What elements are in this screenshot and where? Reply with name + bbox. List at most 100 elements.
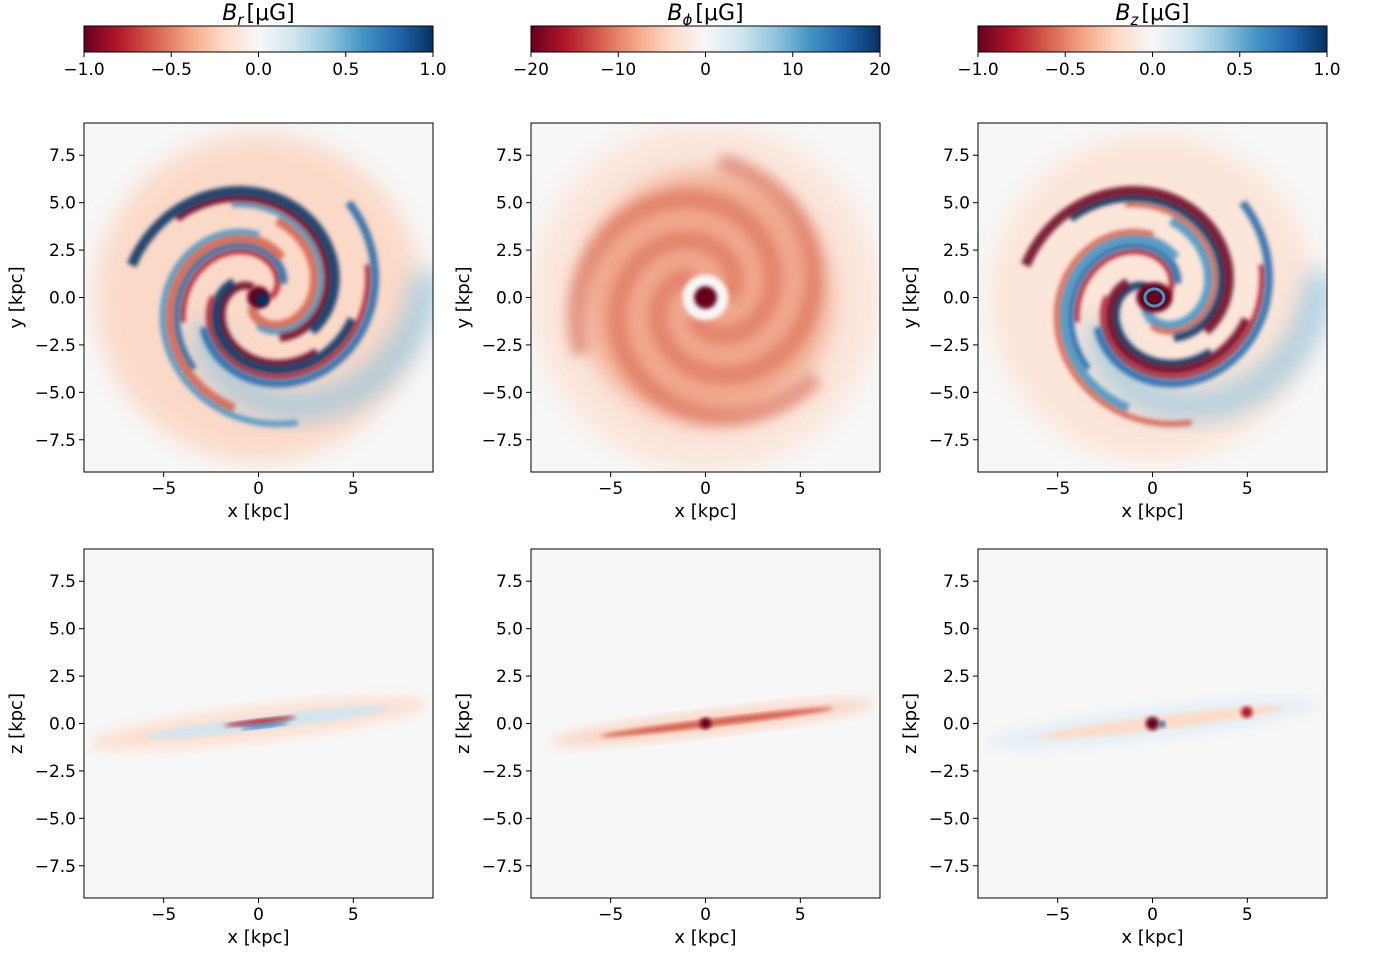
- title-subscript: ϕ: [682, 11, 692, 29]
- y-tick-label: 5.0: [496, 620, 523, 640]
- field-Bz: [982, 697, 1323, 750]
- spiral-filament: [164, 233, 286, 414]
- spiral-filament: [199, 200, 380, 388]
- spiral-filament: [205, 264, 372, 380]
- colorbar-Bz: Bz [μG] −1.0 −0.5 0.0 0.5 1.0: [957, 1, 1340, 80]
- field-Bphi: [551, 700, 875, 746]
- x-tick-label: −5: [598, 479, 623, 499]
- core: [694, 286, 717, 309]
- y-tick-label: 2.5: [943, 667, 970, 687]
- y-tick-label: −2.5: [482, 762, 523, 782]
- spiral-arm: [608, 230, 823, 426]
- spiral-filament: [172, 240, 288, 372]
- x-tick-label: 0: [700, 905, 711, 925]
- panel-Bphi-edge-on: −5 0 5 7.5 5.0 2.5 0.0 −2.5 −5.0 −7.5 x [kpc] z [kp…: [453, 548, 881, 948]
- y-tick-label: 5.0: [496, 194, 523, 214]
- panel-Bphi-face-on: −5 0 5 7.5 5.0 2.5 0.0 −2.5 −5.0 −7.5 x [kpc] y [kp…: [453, 122, 881, 522]
- y-axis-label: y [kpc]: [6, 266, 27, 328]
- y-tick-label: −5.0: [482, 809, 523, 829]
- core: [699, 717, 712, 730]
- x-tick-label: 5: [1242, 479, 1253, 499]
- colorbar-tick-label: 10: [782, 60, 804, 80]
- colorbar-tick-label: −20: [513, 60, 549, 80]
- colorbar-tick-label: 20: [869, 60, 891, 80]
- title-unit: [μG]: [247, 1, 295, 26]
- x-tick-label: 5: [795, 905, 806, 925]
- spiral-filament: [1053, 228, 1192, 427]
- y-tick-label: 2.5: [496, 667, 523, 687]
- spiral-filament: [1058, 233, 1180, 414]
- y-tick-label: 2.5: [49, 667, 76, 687]
- colorbar-tick-label: 0.5: [332, 60, 359, 80]
- y-axis-label: y [kpc]: [453, 266, 474, 328]
- x-tick-label: 0: [1147, 479, 1158, 499]
- y-tick-label: 5.0: [943, 194, 970, 214]
- panel-Br-edge-on: −5 0 5 7.5 5.0 2.5 0.0 −2.5 −5.0 −7.5 x [kpc] z [kp…: [6, 548, 434, 948]
- heatmap-image: [531, 549, 880, 898]
- colorbar-tick-label: 1.0: [1313, 60, 1340, 80]
- spiral-filament: [231, 201, 325, 335]
- y-tick-label: 0.0: [496, 715, 523, 735]
- colorbar-tick-label: −0.5: [151, 60, 192, 80]
- y-tick-label: −5.0: [35, 383, 76, 403]
- spiral-filament: [210, 278, 358, 376]
- spiral-filament: [179, 248, 281, 323]
- colorbar-gradient: [977, 25, 1328, 53]
- y-tick-label: 0.0: [496, 289, 523, 309]
- y-tick-label: 2.5: [943, 241, 970, 261]
- spiral-filament: [174, 193, 333, 342]
- field-Br: [88, 697, 429, 750]
- y-tick-label: −5.0: [929, 383, 970, 403]
- y-tick-label: −7.5: [929, 431, 970, 451]
- y-tick-label: −2.5: [482, 336, 523, 356]
- colorbar-tick-label: −1.0: [63, 60, 104, 80]
- spiral-arm: [648, 152, 824, 385]
- core: [1145, 716, 1160, 731]
- colorbar-tick-label: −10: [600, 60, 636, 80]
- colorbar-title-Bphi: Bϕ [μG]: [667, 1, 743, 29]
- spiral-filament: [1111, 281, 1213, 368]
- y-tick-label: −2.5: [929, 336, 970, 356]
- y-tick-label: −7.5: [35, 431, 76, 451]
- colorbars: Br [μG]−1.0 −0.5 0.0 0.5 1.0Bϕ [μG]−20 −10 0 10 20…: [63, 1, 1340, 80]
- core-blue: [255, 292, 269, 307]
- colorbar-title-Bz: Bz [μG]: [1115, 1, 1189, 29]
- y-tick-label: −2.5: [35, 762, 76, 782]
- y-tick-label: −2.5: [929, 762, 970, 782]
- y-tick-label: 7.5: [49, 572, 76, 592]
- spiral-filament: [1093, 200, 1274, 388]
- x-tick-label: −5: [151, 905, 176, 925]
- title-symbol: B: [667, 1, 682, 26]
- heatmap-image: [978, 123, 1327, 472]
- panel-Bz-edge-on: −5 0 5 7.5 5.0 2.5 0.0 −2.5 −5.0 −7.5 x [kpc] z [kp…: [900, 548, 1328, 948]
- heatmap-image: [978, 549, 1327, 898]
- y-tick-label: 2.5: [49, 241, 76, 261]
- colorbar-tick-label: −0.5: [1045, 60, 1086, 80]
- x-tick-label: 0: [253, 479, 264, 499]
- y-tick-label: 7.5: [496, 572, 523, 592]
- title-symbol: B: [1115, 1, 1130, 26]
- x-tick-label: 5: [348, 479, 359, 499]
- y-tick-label: −5.0: [482, 383, 523, 403]
- x-tick-label: 0: [1147, 905, 1158, 925]
- heatmap-image: [531, 123, 880, 472]
- x-tick-label: −5: [1045, 905, 1070, 925]
- spiral-filament: [127, 185, 340, 335]
- colorbar-tick-label: 1.0: [419, 60, 446, 80]
- colorbar-tick-label: 0: [700, 60, 711, 80]
- colorbar-tick-label: −1.0: [957, 60, 998, 80]
- y-tick-label: 0.0: [49, 289, 76, 309]
- spiral-filament: [1068, 193, 1227, 342]
- y-tick-label: 0.0: [943, 289, 970, 309]
- title-subscript: z: [1130, 11, 1140, 29]
- heatmap-image: [84, 549, 433, 898]
- x-tick-label: 0: [700, 479, 711, 499]
- colorbar-tick-label: 0.5: [1226, 60, 1253, 80]
- core: [1136, 282, 1173, 313]
- y-tick-label: −7.5: [35, 857, 76, 877]
- x-tick-label: −5: [1045, 479, 1070, 499]
- y-tick-label: 2.5: [496, 241, 523, 261]
- outer-arm: [191, 271, 433, 422]
- outer-arm: [1085, 271, 1327, 422]
